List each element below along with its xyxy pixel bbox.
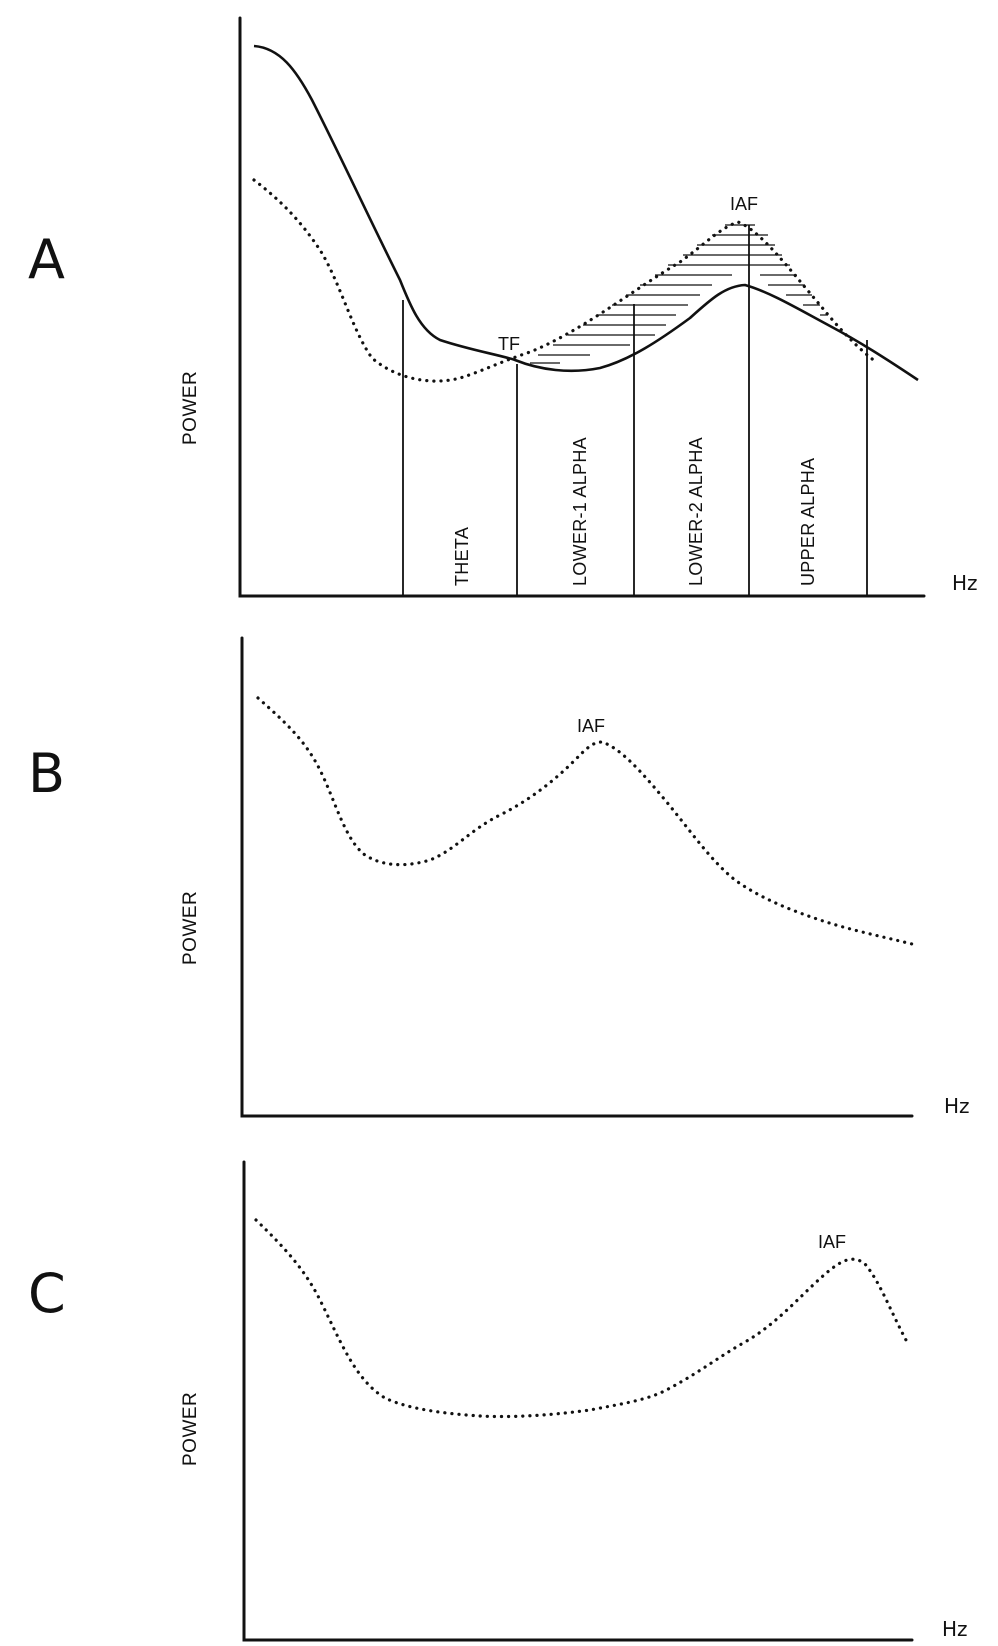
band-label-theta: THETA — [452, 527, 472, 586]
panel-a-solid-curve — [253, 44, 919, 382]
panel-c-axes — [242, 1160, 914, 1642]
band-label-lower1-alpha: LOWER-1 ALPHA — [570, 437, 590, 586]
band-label-upper-alpha: UPPER ALPHA — [798, 458, 818, 586]
panel-b-axes — [240, 636, 914, 1118]
panel-a-dotted-curve — [252, 178, 878, 383]
panel-a: A POWER Hz — [28, 16, 978, 598]
panel-c-y-label: POWER — [180, 1392, 201, 1466]
panel-c-letter: C — [28, 1262, 66, 1325]
panel-a-letter: A — [28, 228, 65, 291]
panel-b-iaf-label: IAF — [577, 716, 605, 736]
band-label-lower2-alpha: LOWER-2 ALPHA — [686, 437, 706, 586]
panel-b-letter: B — [28, 742, 65, 805]
panel-c: C POWER Hz IAF — [28, 1160, 968, 1642]
panel-a-hatching — [530, 224, 828, 364]
panel-a-y-label: POWER — [180, 371, 201, 445]
panel-b-dotted-curve — [256, 696, 914, 946]
panel-c-iaf-label: IAF — [818, 1232, 846, 1252]
panel-a-x-label: Hz — [952, 571, 978, 595]
panel-b-y-label: POWER — [180, 891, 201, 965]
panel-b: B POWER Hz IAF — [28, 636, 970, 1118]
panel-b-x-label: Hz — [944, 1094, 970, 1118]
panel-a-axes — [238, 16, 926, 598]
panel-a-iaf-label: IAF — [730, 194, 758, 214]
panel-a-tf-label: TF — [498, 334, 520, 354]
panel-c-x-label: Hz — [942, 1617, 968, 1641]
panel-c-dotted-curve — [254, 1218, 908, 1419]
